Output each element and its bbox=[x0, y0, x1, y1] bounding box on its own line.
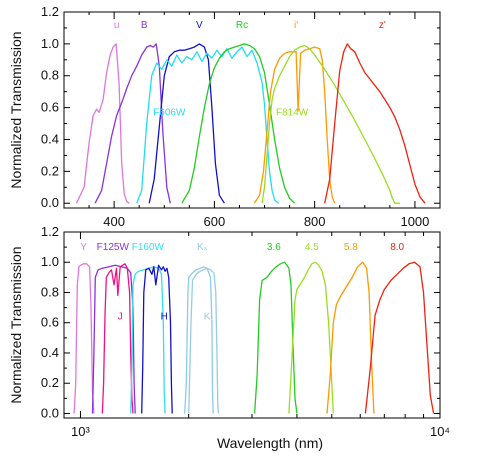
series-label-F814W: F814W bbox=[276, 108, 309, 119]
series-label-3.6: 3.6 bbox=[267, 242, 281, 253]
series-label-B: B bbox=[141, 20, 148, 31]
x-tick-label: 800 bbox=[304, 214, 326, 229]
series-label-H: H bbox=[161, 312, 168, 323]
series-label-i': i' bbox=[294, 20, 298, 31]
x-tick-label: 400 bbox=[103, 214, 125, 229]
series-label-F606W: F606W bbox=[153, 108, 186, 119]
y-tick-label: 0.6 bbox=[41, 100, 59, 115]
series-line-4.5 bbox=[288, 261, 334, 414]
series-line-V bbox=[148, 43, 225, 204]
series-label-4.5: 4.5 bbox=[305, 242, 319, 253]
series-label-F160W: F160W bbox=[132, 242, 165, 253]
x-tick-label: 600 bbox=[204, 214, 226, 229]
y-tick-label: 1.0 bbox=[41, 36, 59, 51]
series-line-Y bbox=[73, 263, 95, 414]
series-line-F160W bbox=[130, 266, 166, 414]
y-tick-label: 0.0 bbox=[41, 405, 59, 420]
y-tick-label: 1.2 bbox=[41, 4, 59, 19]
y-axis-title: Normalized Transmission bbox=[8, 31, 24, 188]
series-line-u bbox=[75, 43, 130, 204]
series-label-Y: Y bbox=[80, 242, 87, 253]
series-label-5.8: 5.8 bbox=[344, 242, 358, 253]
series-label-8.0: 8.0 bbox=[390, 242, 404, 253]
plot-frame bbox=[63, 231, 441, 419]
series-line-H bbox=[141, 264, 173, 414]
series-label-Kₛ: Kₛ bbox=[197, 242, 208, 253]
series-line-5.8 bbox=[326, 261, 375, 414]
series-label-F125W: F125W bbox=[97, 242, 130, 253]
series-line-Kₛ bbox=[184, 266, 214, 414]
series-label-J: J bbox=[118, 312, 123, 323]
series-line-B bbox=[94, 43, 171, 204]
x-tick-label: 10⁴ bbox=[430, 424, 450, 439]
x-axis-title: Wavelength (nm) bbox=[217, 435, 323, 451]
bottom-panel-chart: 0.0 0.2 0.4 0.6 0.8 1.0 1.2 10³ 10⁴ Normalized Tr… bbox=[8, 224, 450, 439]
series-label-K: K bbox=[204, 312, 211, 323]
y-tick-label: 0.2 bbox=[41, 163, 59, 178]
y-tick-label: 0.2 bbox=[41, 375, 59, 390]
series-line-J bbox=[101, 263, 134, 414]
series-line-F814W bbox=[261, 44, 400, 204]
y-axis-title: Normalized Transmission bbox=[8, 246, 24, 403]
y-tick-label: 0.8 bbox=[41, 284, 59, 299]
series-line-8.0 bbox=[364, 261, 435, 414]
series-label-u: u bbox=[114, 20, 120, 31]
series-line-K bbox=[188, 267, 220, 414]
y-tick-label: 1.0 bbox=[41, 254, 59, 269]
y-tick-label: 0.4 bbox=[41, 131, 59, 146]
y-tick-label: 1.2 bbox=[41, 224, 59, 239]
series-line-Rc bbox=[181, 43, 296, 204]
series-label-Rc: Rc bbox=[236, 20, 248, 31]
y-tick-label: 0.6 bbox=[41, 315, 59, 330]
plot-frame bbox=[63, 11, 441, 209]
x-tick-label: 10³ bbox=[71, 424, 90, 439]
series-label-V: V bbox=[196, 20, 203, 31]
x-tick-label: 1000 bbox=[400, 214, 429, 229]
series-line-i' bbox=[253, 46, 336, 204]
y-tick-label: 0.8 bbox=[41, 68, 59, 83]
top-panel-chart: 0.0 0.2 0.4 0.6 0.8 1.0 1.2 400 600 800 1000 Normal… bbox=[8, 4, 441, 229]
y-tick-label: 0.0 bbox=[41, 195, 59, 210]
series-line-z' bbox=[324, 43, 426, 204]
series-label-z': z' bbox=[379, 20, 386, 31]
series-line-F606W bbox=[136, 46, 280, 204]
y-tick-label: 0.4 bbox=[41, 345, 59, 360]
